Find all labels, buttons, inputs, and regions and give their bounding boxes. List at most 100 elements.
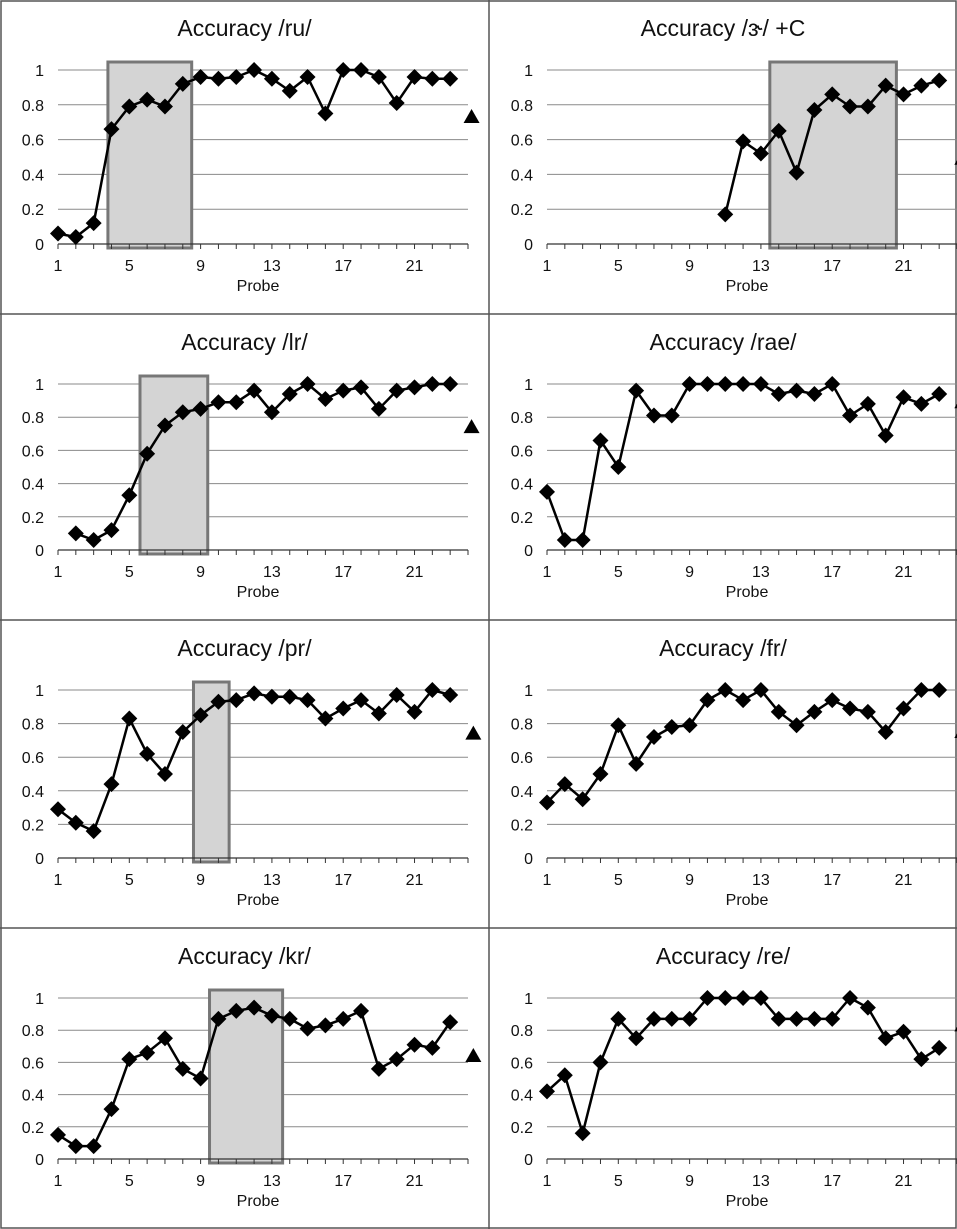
chart-panel-6: Accuracy /fr/0 0.2 0.4 0.6 0.8 1 1 5 9 13 17 21 Prob… xyxy=(511,635,957,909)
data-point xyxy=(388,687,405,704)
data-point xyxy=(192,1070,209,1087)
chart-title: Accuracy /re/ xyxy=(656,943,791,969)
triangle-marker xyxy=(463,419,480,434)
y-tick-label: 0.4 xyxy=(511,167,533,184)
x-tick-label: 17 xyxy=(823,1173,841,1190)
data-point xyxy=(424,376,441,392)
data-point xyxy=(859,98,876,115)
data-point xyxy=(139,445,156,462)
data-point xyxy=(663,718,680,735)
x-axis-label: Probe xyxy=(237,584,280,601)
chart-panel-7: Accuracy /kr/0 0.2 0.4 0.6 0.8 1 1 5 9 13 17 21 Prob… xyxy=(22,943,482,1210)
data-point xyxy=(610,717,627,734)
y-tick-label: 0.4 xyxy=(22,1088,44,1105)
data-point xyxy=(539,1083,555,1100)
chart-panel-5: Accuracy /pr/0 0.2 0.4 0.6 0.8 1 1 5 9 13 17 21 Prob… xyxy=(22,635,482,909)
data-point xyxy=(139,1044,156,1061)
data-point xyxy=(592,432,609,449)
data-point xyxy=(681,1010,698,1027)
data-point xyxy=(806,1010,823,1027)
data-point xyxy=(556,1067,573,1084)
x-tick-label: 5 xyxy=(614,258,623,275)
data-point xyxy=(156,417,173,434)
data-point xyxy=(281,82,298,99)
data-point xyxy=(931,682,948,698)
treatment-phase-box xyxy=(106,60,194,250)
y-tick-label: 0 xyxy=(524,237,533,254)
x-tick-label: 1 xyxy=(54,1173,63,1190)
data-point xyxy=(645,1010,662,1027)
series-line xyxy=(75,382,451,542)
x-axis-label: Probe xyxy=(237,278,280,295)
data-point xyxy=(103,121,120,138)
chart-panel-3: Accuracy /lr/0 0.2 0.4 0.6 0.8 1 1 5 9 13 17 21 Prob… xyxy=(22,329,480,601)
data-point xyxy=(317,105,334,122)
y-tick-label: 0.8 xyxy=(511,717,533,734)
x-axis-label: Probe xyxy=(726,1193,769,1210)
data-point xyxy=(121,487,138,504)
data-point xyxy=(335,62,352,78)
y-tick-label: 0.2 xyxy=(22,202,44,219)
data-point xyxy=(842,98,859,115)
data-point xyxy=(370,705,387,722)
y-tick-label: 1 xyxy=(35,63,44,80)
data-point xyxy=(735,376,752,392)
data-point xyxy=(931,385,948,402)
x-tick-label: 17 xyxy=(334,258,352,275)
x-axis-label: Probe xyxy=(726,892,769,909)
x-tick-label: 9 xyxy=(685,258,694,275)
data-point xyxy=(681,717,698,734)
y-tick-label: 0 xyxy=(524,543,533,560)
chart-title: Accuracy /kr/ xyxy=(178,943,312,969)
chart-title: Accuracy /lr/ xyxy=(181,329,308,355)
data-point xyxy=(299,68,316,85)
data-point xyxy=(699,376,716,392)
y-tick-label: 0.2 xyxy=(511,1120,533,1137)
data-point xyxy=(317,1017,334,1034)
x-tick-label: 5 xyxy=(125,872,134,889)
data-point xyxy=(246,999,263,1016)
data-point xyxy=(174,75,191,92)
triangle-marker xyxy=(954,403,957,409)
y-tick-label: 0.6 xyxy=(22,750,44,767)
data-point xyxy=(806,102,823,119)
data-point xyxy=(192,707,209,724)
data-point xyxy=(913,77,930,94)
y-tick-label: 0.8 xyxy=(22,98,44,115)
data-point xyxy=(263,70,280,87)
data-point xyxy=(735,692,752,709)
y-tick-label: 0.8 xyxy=(22,717,44,734)
data-point xyxy=(335,700,352,717)
data-point xyxy=(353,379,370,396)
data-point xyxy=(246,382,263,399)
data-point xyxy=(228,394,245,411)
data-point xyxy=(442,70,459,87)
data-point xyxy=(663,407,680,424)
data-point xyxy=(788,1010,805,1027)
chart-panel-8: Accuracy /re/0 0.2 0.4 0.6 0.8 1 1 5 9 13 17 21 Prob… xyxy=(511,943,957,1210)
triangle-marker xyxy=(954,160,957,165)
data-point xyxy=(824,86,841,103)
data-point xyxy=(370,400,387,417)
x-tick-label: 13 xyxy=(752,872,770,889)
data-point xyxy=(895,700,912,717)
data-point xyxy=(592,766,609,782)
x-tick-label: 1 xyxy=(54,872,63,889)
data-point xyxy=(192,68,209,85)
data-point xyxy=(442,1014,459,1031)
data-point xyxy=(699,990,716,1006)
chart-title: Accuracy /ɝ/ +C xyxy=(641,15,806,41)
data-point xyxy=(103,522,120,539)
y-tick-label: 0 xyxy=(35,851,44,868)
x-tick-label: 13 xyxy=(752,1173,770,1190)
y-tick-label: 1 xyxy=(35,377,44,394)
data-point xyxy=(877,724,894,740)
x-tick-label: 5 xyxy=(125,1173,134,1190)
y-tick-label: 0 xyxy=(524,851,533,868)
data-point xyxy=(717,206,734,223)
x-tick-label: 9 xyxy=(196,258,205,275)
data-point xyxy=(281,688,298,705)
data-point xyxy=(735,990,752,1006)
data-point xyxy=(210,394,227,411)
data-point xyxy=(370,68,387,85)
